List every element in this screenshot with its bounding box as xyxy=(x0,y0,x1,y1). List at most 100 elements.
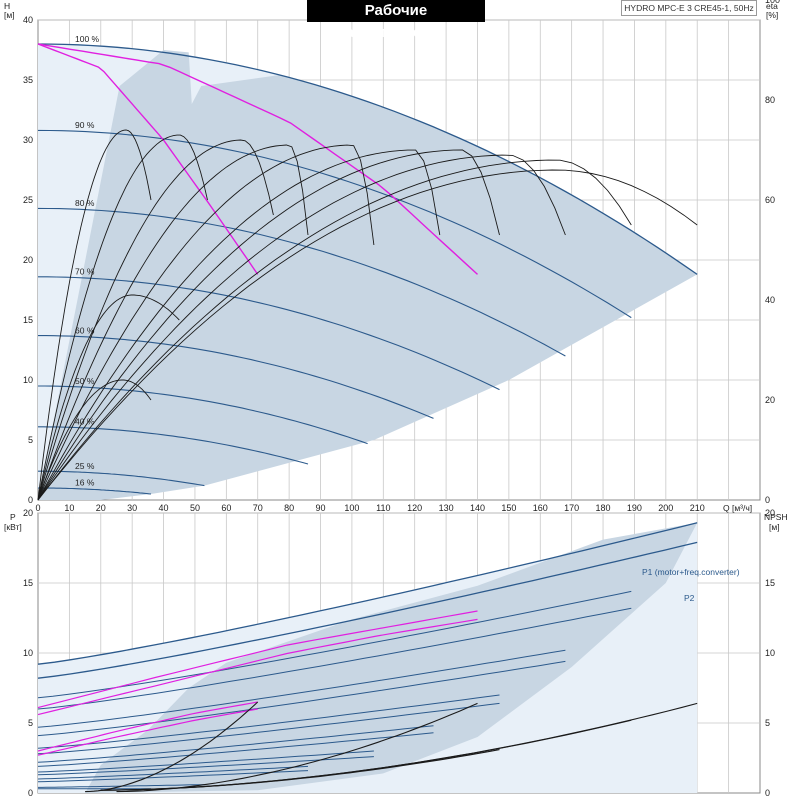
eta-tick-label: 20 xyxy=(765,395,775,405)
y-tick-label: 5 xyxy=(28,435,33,445)
efficiency-curve xyxy=(37,139,274,501)
efficiency-curve xyxy=(37,144,375,501)
npsh-curve xyxy=(116,702,478,793)
power-curve xyxy=(37,756,374,776)
head-curve xyxy=(37,43,698,275)
x-tick-label: 10 xyxy=(64,503,74,513)
speed-label: 80 % xyxy=(75,198,95,208)
eta-tick-label: 0 xyxy=(765,495,770,505)
x-tick-label: 100 xyxy=(344,503,359,513)
eta-axis-unit: [%] xyxy=(766,10,778,20)
y-tick-label: 0 xyxy=(28,495,33,505)
x-tick-label: 20 xyxy=(96,503,106,513)
x-tick-label: 170 xyxy=(564,503,579,513)
head-curve xyxy=(38,426,309,465)
x-tick-label: 110 xyxy=(376,503,390,513)
x-tick-label: 200 xyxy=(658,503,673,513)
efficiency-curve xyxy=(37,294,180,501)
npsh-tick-label: 5 xyxy=(765,718,770,728)
p1-series-label: P1 (motor+freq.converter) xyxy=(642,567,740,577)
x-tick-label: 150 xyxy=(501,503,516,513)
x-tick-label: 50 xyxy=(190,503,200,513)
x-tick-label: 140 xyxy=(470,503,485,513)
npsh-tick-label: 10 xyxy=(765,648,775,658)
p-tick-label: 20 xyxy=(23,508,33,518)
p-tick-label: 10 xyxy=(23,648,33,658)
eta-tick-label: 100 xyxy=(765,0,780,5)
efficiency-curve xyxy=(37,129,152,501)
efficiency-curve xyxy=(37,144,309,501)
chart-title: Рабочие характеристики xyxy=(307,0,485,41)
system-power-curve xyxy=(37,701,258,752)
head-efficiency-panel: 100 %90 %80 %70 %60 %50 %40 %25 %16 %051… xyxy=(4,0,780,513)
head-curve xyxy=(37,207,566,357)
x-tick-label: 40 xyxy=(159,503,169,513)
power-curve xyxy=(37,694,500,749)
p2-series-label: P2 xyxy=(684,593,695,603)
x-tick-label: 60 xyxy=(221,503,231,513)
npsh-tick-label: 15 xyxy=(765,578,775,588)
x-tick-label: 70 xyxy=(253,503,263,513)
efficiency-curve xyxy=(37,134,208,501)
speed-label: 40 % xyxy=(75,417,95,427)
system-curve xyxy=(37,43,259,275)
x-tick-label: 80 xyxy=(284,503,294,513)
operating-envelope-dark xyxy=(38,50,698,500)
power-curve xyxy=(37,607,632,710)
x-tick-label: 160 xyxy=(533,503,548,513)
y-tick-label: 15 xyxy=(23,315,33,325)
y-tick-label: 20 xyxy=(23,255,33,265)
efficiency-curve xyxy=(37,379,152,501)
efficiency-curve xyxy=(37,154,566,501)
x-tick-label: 130 xyxy=(439,503,454,513)
power-curve xyxy=(37,732,434,767)
x-axis-unit: Q [м³/ч] xyxy=(723,503,752,513)
p-axis-symbol: P xyxy=(10,512,16,522)
eta-tick-label: 40 xyxy=(765,295,775,305)
x-tick-label: 120 xyxy=(407,503,422,513)
x-tick-label: 190 xyxy=(627,503,642,513)
npsh-tick-label: 0 xyxy=(765,788,770,798)
speed-label: 60 % xyxy=(75,325,95,335)
pump-model-label: HYDRO MPC-E 3 CRE45-1, 50Hz xyxy=(621,0,757,16)
head-curve xyxy=(38,487,152,495)
system-power-curve xyxy=(37,610,478,709)
speed-label: 16 % xyxy=(75,478,95,488)
system-power-curve xyxy=(37,618,478,716)
power-curve xyxy=(37,649,566,728)
power-curve xyxy=(37,765,309,780)
efficiency-curve xyxy=(37,159,632,501)
y-tick-label: 35 xyxy=(23,75,33,85)
p-tick-label: 0 xyxy=(28,788,33,798)
efficiency-curve xyxy=(37,149,500,501)
power-curve xyxy=(37,750,374,773)
x-tick-label: 30 xyxy=(127,503,137,513)
y-axis-symbol: H xyxy=(4,1,10,11)
speed-label: 90 % xyxy=(75,120,95,130)
y-tick-label: 40 xyxy=(23,15,33,25)
eta-tick-label: 80 xyxy=(765,95,775,105)
eta-tick-label: 60 xyxy=(765,195,775,205)
x-tick-label: 210 xyxy=(690,503,705,513)
x-tick-label: 0 xyxy=(35,503,40,513)
efficiency-curve xyxy=(37,169,698,501)
x-tick-label: 90 xyxy=(316,503,326,513)
p-axis-unit: [кВт] xyxy=(4,522,22,532)
p-tick-label: 5 xyxy=(28,718,33,728)
power-curve xyxy=(37,770,309,783)
power-curve xyxy=(37,660,566,737)
power-curve xyxy=(37,522,698,665)
efficiency-curve xyxy=(37,149,441,501)
npsh-tick-label: 20 xyxy=(765,508,775,518)
system-power-curve xyxy=(37,708,258,756)
y-tick-label: 10 xyxy=(23,375,33,385)
speed-label: 100 % xyxy=(75,34,100,44)
system-curve xyxy=(37,43,478,275)
y-axis-unit: [м] xyxy=(4,10,15,20)
npsh-curve xyxy=(85,701,259,793)
y-tick-label: 25 xyxy=(23,195,33,205)
power-curve xyxy=(37,702,500,755)
head-curve xyxy=(37,129,632,319)
x-tick-label: 180 xyxy=(596,503,611,513)
head-curve xyxy=(38,470,205,487)
